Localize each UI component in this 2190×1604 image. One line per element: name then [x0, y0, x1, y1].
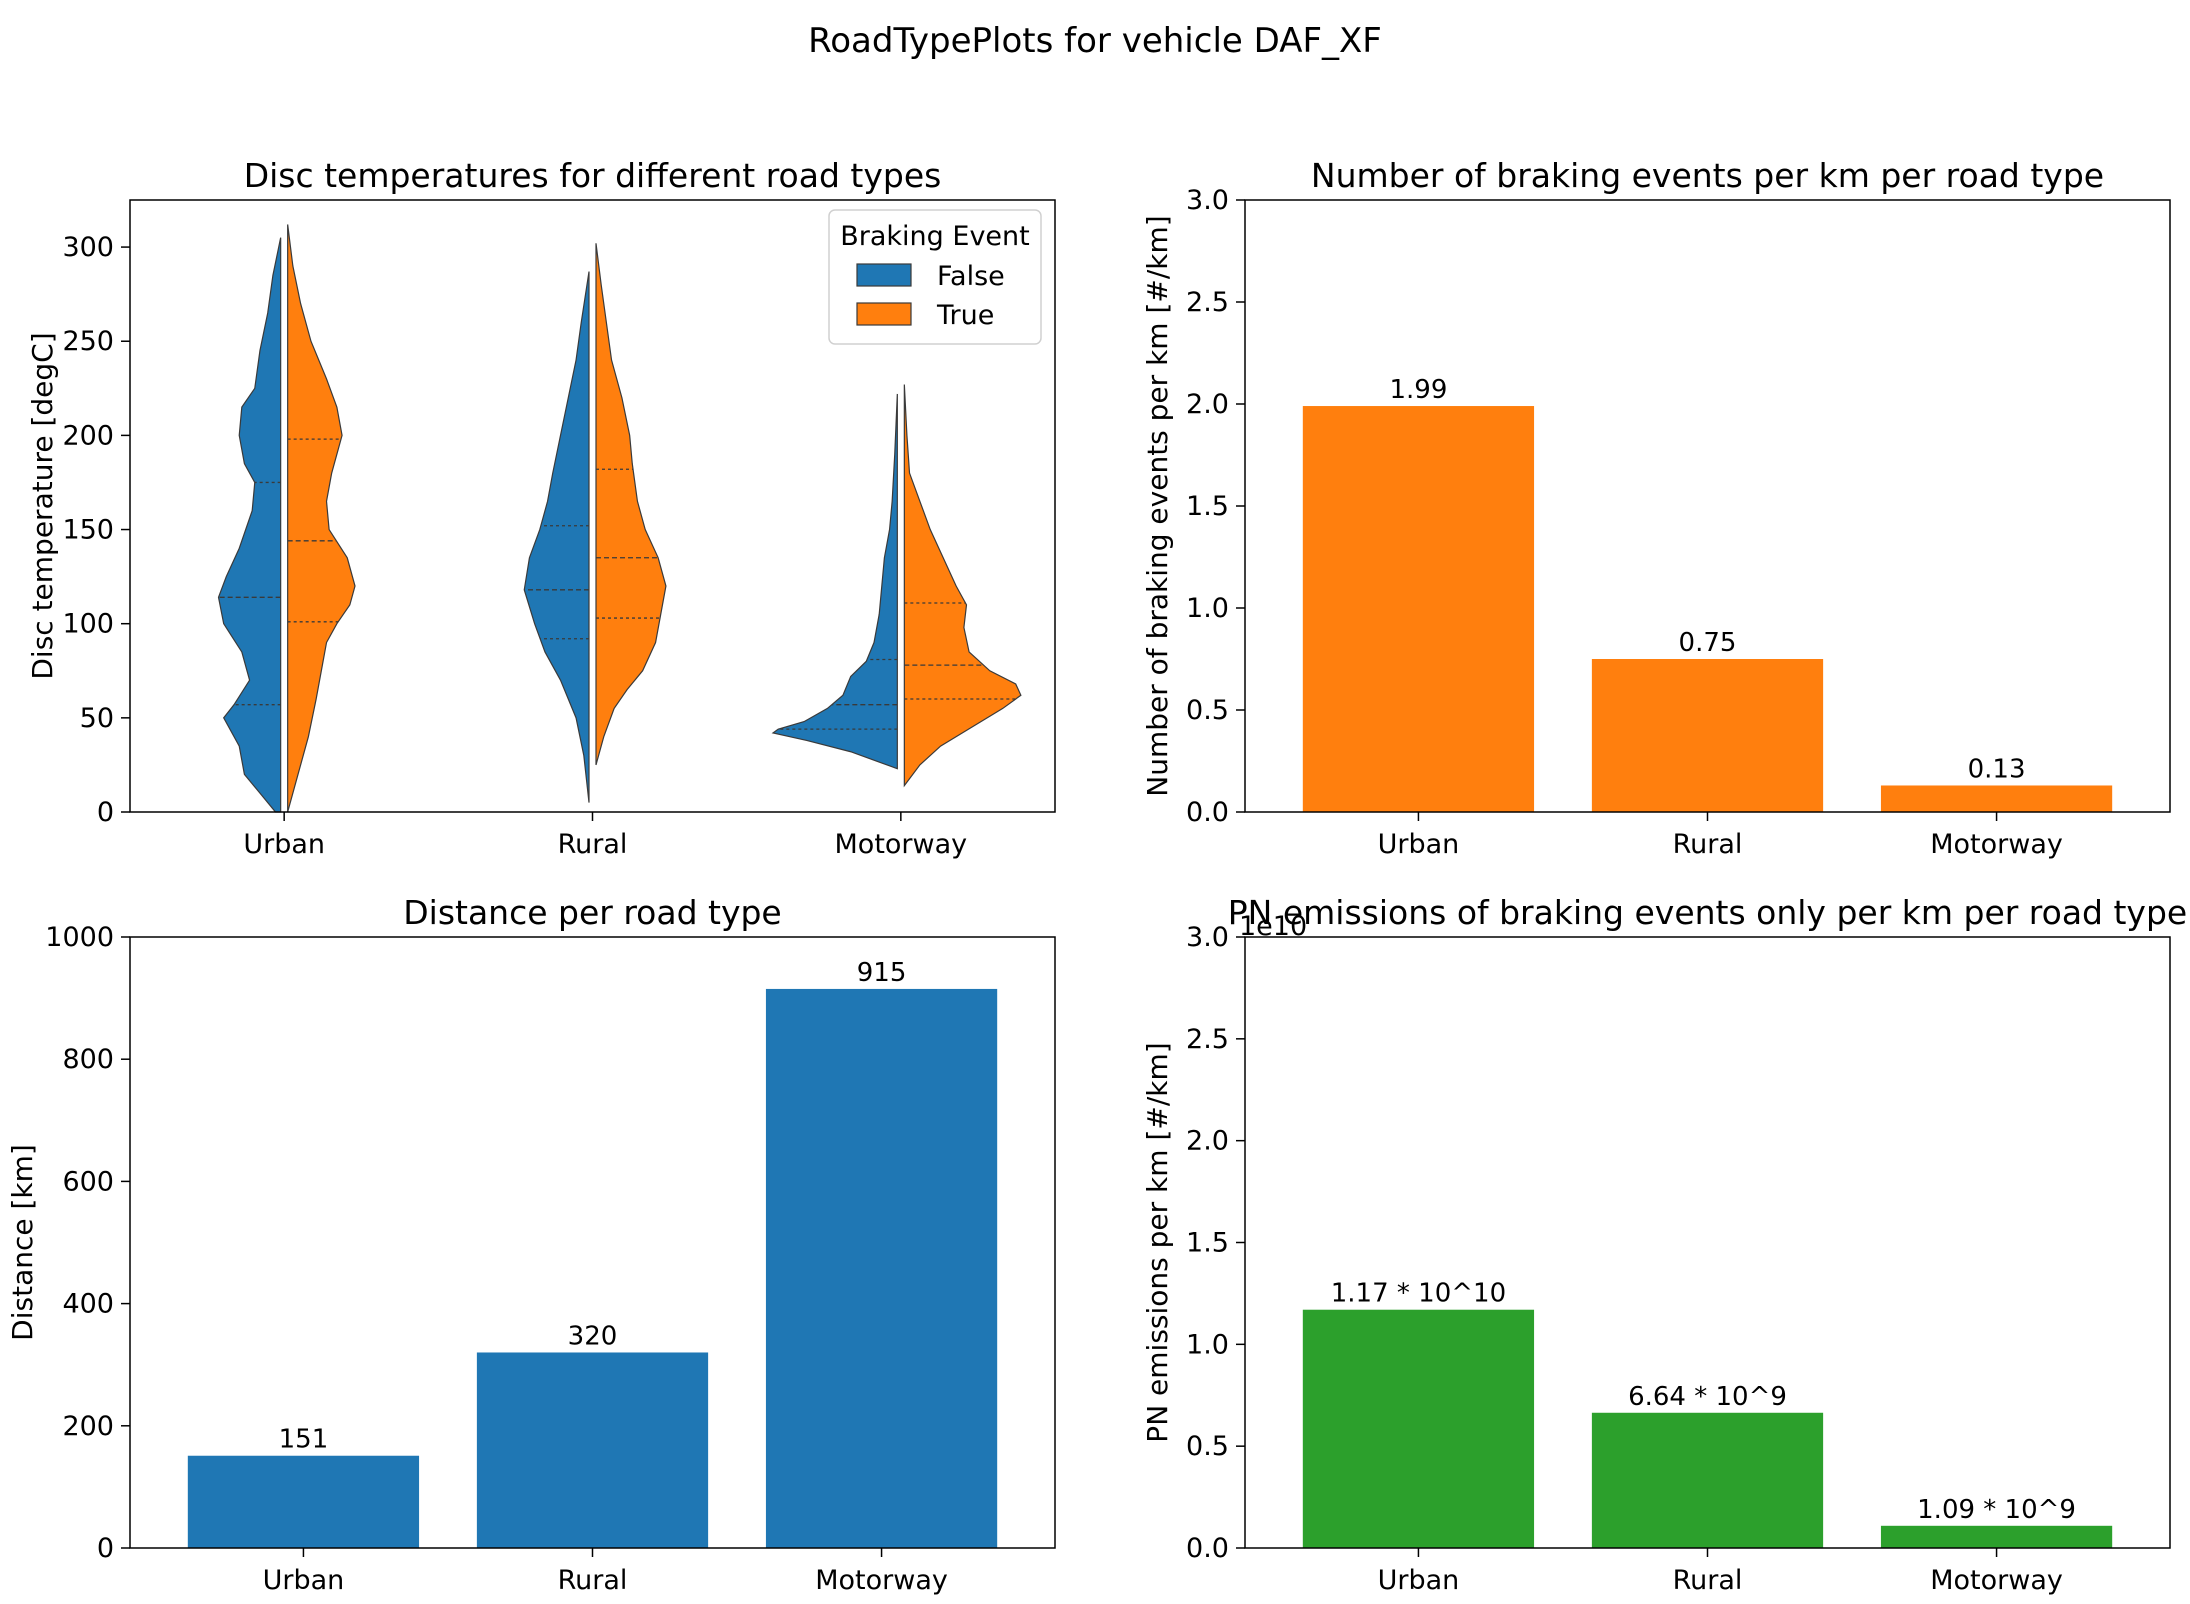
pn-axes-frame: [1244, 936, 2171, 1549]
violin-legend-title: Braking Event: [840, 221, 1030, 252]
braking-data-label-urban: 1.99: [1389, 375, 1447, 405]
distance-xtick-label-motorway: Motorway: [815, 1565, 948, 1596]
pn-data-label-rural: 6.64 * 10^9: [1628, 1382, 1787, 1412]
violin-legend-swatch-true: [856, 302, 912, 326]
violin-legend: Braking Event False True: [828, 209, 1042, 345]
distance-ytick-label: 200: [62, 1411, 114, 1442]
violin-violin-motorway-true: [903, 384, 1022, 788]
pn-data-label-motorway: 1.09 * 10^9: [1917, 1495, 2076, 1525]
violin-ylabel: Disc temperature [degC]: [26, 332, 59, 679]
braking-ytick-label: 2.0: [1186, 389, 1229, 420]
distance-xtick-label-urban: Urban: [263, 1565, 345, 1596]
violin-title: Disc temperatures for different road typ…: [244, 156, 942, 195]
violin-ytick-label: 0: [97, 797, 114, 828]
disc-temperature-violin-plot: 0 50 100 150 200 250 300 Disc temperatures for …: [26, 156, 1056, 860]
violin-ytick-label: 200: [62, 420, 114, 451]
pn-ytick-label: 2.5: [1186, 1024, 1229, 1055]
braking-xtick-label-rural: Rural: [1673, 829, 1743, 860]
distance-bar-motorway: [765, 988, 998, 1548]
pn-title: PN emissions of braking events only per …: [1228, 893, 2187, 932]
distance-xtick-label-rural: Rural: [558, 1565, 628, 1596]
braking-xtick-label-urban: Urban: [1378, 829, 1460, 860]
violin-legend-label-true: True: [936, 300, 994, 331]
braking-ytick-label: 3.0: [1186, 185, 1229, 216]
braking-ytick-label: 1.0: [1186, 593, 1229, 624]
distance-bar-chart: 0 200 400 600 800 1000 Distance per road type D…: [6, 893, 1056, 1596]
braking-ytick-label: 1.5: [1186, 491, 1229, 522]
distance-bar-rural: [476, 1352, 709, 1548]
violin-ytick-label: 100: [62, 609, 114, 640]
distance-ytick-label: 600: [62, 1166, 114, 1197]
violin-xtick-label-rural: Rural: [558, 829, 628, 860]
braking-ylabel: Number of braking events per km [#/km]: [1141, 215, 1174, 796]
braking-bar-rural: [1591, 659, 1824, 812]
braking-events-bar-chart: 0.0 0.5 1.0 1.5 2.0 2.5 3.0 Number of braking e…: [1141, 156, 2171, 860]
distance-axes-frame: [129, 936, 1056, 1549]
pn-ytick-label: 3.0: [1186, 922, 1229, 953]
pn-ytick-label: 0.5: [1186, 1431, 1229, 1462]
pn-xtick-label-motorway: Motorway: [1930, 1565, 2063, 1596]
pn-bar-motorway: [1880, 1525, 2113, 1548]
pn-ylabel: PN emissions per km [#/km]: [1141, 1042, 1174, 1442]
braking-axes-frame: [1244, 199, 2171, 813]
violin-legend-swatch-false: [856, 263, 912, 287]
distance-ytick-label: 0: [97, 1533, 114, 1564]
pn-bar-rural: [1591, 1412, 1824, 1548]
distance-data-label-rural: 320: [568, 1321, 618, 1351]
distance-bar-urban: [187, 1455, 420, 1548]
distance-ytick-label: 800: [62, 1044, 114, 1075]
braking-data-label-motorway: 0.13: [1968, 754, 2026, 784]
violin-ytick-label: 250: [62, 326, 114, 357]
violin-violin-urban-true: [287, 224, 356, 813]
figure-suptitle: RoadTypePlots for vehicle DAF_XF: [808, 21, 1382, 61]
violin-legend-label-false: False: [937, 261, 1005, 292]
violin-violin-rural-false: [523, 271, 590, 803]
pn-ytick-label: 1.0: [1186, 1329, 1229, 1360]
braking-ytick-label: 2.5: [1186, 287, 1229, 318]
pn-ytick-label: 0.0: [1186, 1533, 1229, 1564]
pn-data-label-urban: 1.17 * 10^10: [1331, 1279, 1506, 1309]
pn-xtick-label-rural: Rural: [1673, 1565, 1743, 1596]
violin-violin-urban-false: [217, 237, 282, 813]
braking-ytick-label: 0.5: [1186, 695, 1229, 726]
violin-ytick-label: 50: [80, 703, 114, 734]
distance-ylabel: Distance [km]: [6, 1144, 39, 1341]
violin-xtick-label-motorway: Motorway: [835, 829, 968, 860]
pn-emissions-bar-chart: 0.0 0.5 1.0 1.5 2.0 2.5 3.0PN emissions of bra…: [1141, 893, 2187, 1596]
violin-xtick-label-urban: Urban: [243, 829, 325, 860]
distance-ytick-label: 400: [62, 1289, 114, 1320]
distance-ytick-label: 1000: [45, 922, 114, 953]
distance-data-label-motorway: 915: [857, 958, 907, 988]
distance-data-label-urban: 151: [279, 1425, 329, 1455]
violin-axes-frame: [129, 199, 1056, 813]
braking-xtick-label-motorway: Motorway: [1930, 829, 2063, 860]
distance-title: Distance per road type: [403, 893, 782, 932]
violin-violin-motorway-false: [771, 393, 898, 770]
pn-bar-urban: [1302, 1309, 1535, 1548]
pn-ytick-label: 2.0: [1186, 1126, 1229, 1157]
violin-violin-rural-true: [595, 243, 667, 766]
violin-ytick-label: 150: [62, 515, 114, 546]
braking-title: Number of braking events per km per road…: [1311, 156, 2104, 195]
pn-ytick-label: 1.5: [1186, 1228, 1229, 1259]
violin-ytick-label: 300: [62, 232, 114, 263]
braking-ytick-label: 0.0: [1186, 797, 1229, 828]
pn-xtick-label-urban: Urban: [1378, 1565, 1460, 1596]
braking-bar-motorway: [1880, 785, 2113, 812]
braking-bar-urban: [1302, 406, 1535, 812]
braking-data-label-rural: 0.75: [1679, 628, 1737, 658]
